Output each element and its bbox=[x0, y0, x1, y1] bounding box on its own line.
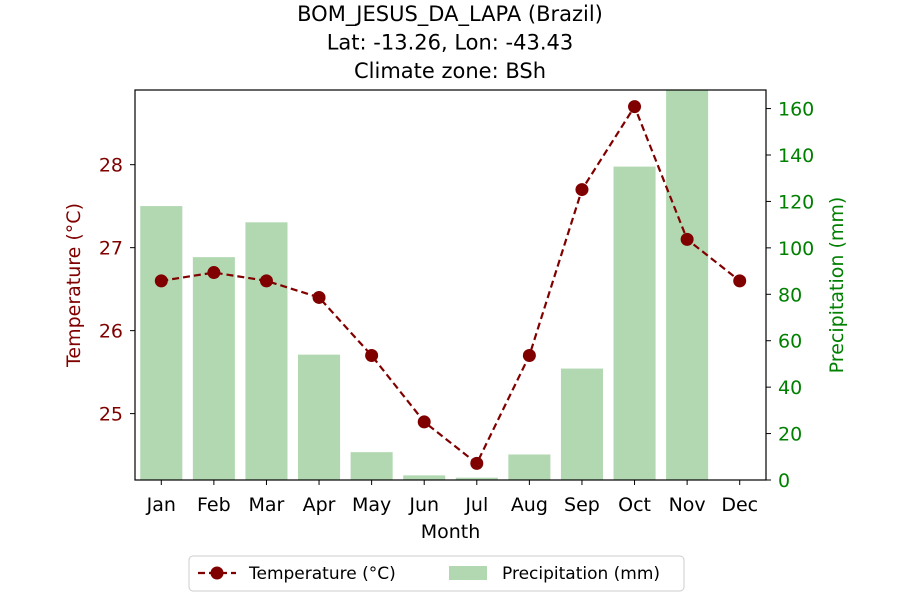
legend-precipitation-swatch bbox=[449, 566, 487, 580]
precip-bar-may bbox=[350, 452, 393, 480]
precip-bar-apr bbox=[298, 354, 341, 480]
x-tick-label-mar: Mar bbox=[249, 494, 285, 516]
left-tick-label-26: 26 bbox=[99, 321, 123, 343]
right-tick-label-100: 100 bbox=[778, 238, 814, 260]
x-axis-label: Month bbox=[421, 521, 481, 543]
temp-point-nov bbox=[680, 232, 694, 246]
precip-bar-jun bbox=[403, 475, 446, 480]
precip-bar-oct bbox=[613, 166, 656, 480]
temp-point-dec bbox=[733, 274, 747, 288]
left-tick-label-28: 28 bbox=[99, 155, 123, 177]
right-axis-label: Precipitation (mm) bbox=[826, 197, 848, 374]
temp-point-oct bbox=[628, 100, 642, 114]
right-tick-label-80: 80 bbox=[778, 284, 802, 306]
legend-temperature-marker bbox=[210, 566, 224, 580]
x-tick-label-jun: Jun bbox=[408, 494, 439, 516]
left-tick-label-27: 27 bbox=[99, 238, 123, 260]
precip-bar-mar bbox=[245, 222, 288, 481]
x-tick-label-dec: Dec bbox=[721, 494, 758, 516]
temp-point-apr bbox=[312, 290, 326, 304]
temp-point-jul bbox=[470, 456, 484, 470]
title-line-1: BOM_JESUS_DA_LAPA (Brazil) bbox=[297, 2, 603, 27]
right-tick-label-60: 60 bbox=[778, 331, 802, 353]
x-tick-label-may: May bbox=[352, 494, 391, 516]
x-tick-label-oct: Oct bbox=[618, 494, 651, 516]
legend-precipitation-label: Precipitation (mm) bbox=[502, 564, 660, 584]
x-tick-label-apr: Apr bbox=[303, 494, 336, 516]
x-tick-label-sep: Sep bbox=[564, 494, 600, 516]
right-tick-label-0: 0 bbox=[778, 470, 790, 492]
x-tick-label-aug: Aug bbox=[511, 494, 548, 516]
left-tick-label-25: 25 bbox=[99, 404, 123, 426]
x-tick-label-jan: Jan bbox=[146, 494, 176, 516]
right-tick-label-120: 120 bbox=[778, 191, 814, 213]
temperature-line bbox=[154, 100, 747, 470]
temperature-series-line bbox=[161, 104, 741, 466]
legend-box bbox=[188, 555, 685, 592]
precip-bar-jan bbox=[140, 206, 183, 481]
x-tick-label-nov: Nov bbox=[669, 494, 706, 516]
precipitation-bars bbox=[140, 90, 709, 481]
temp-point-jan bbox=[154, 274, 168, 288]
precip-bar-jul bbox=[455, 477, 498, 480]
x-tick-label-feb: Feb bbox=[197, 494, 231, 516]
right-tick-label-20: 20 bbox=[778, 424, 802, 446]
precip-bar-nov bbox=[666, 90, 709, 480]
title-line-3: Climate zone: BSh bbox=[354, 59, 546, 83]
x-tick-label-jul: Jul bbox=[464, 494, 488, 516]
precip-bar-feb bbox=[192, 257, 235, 480]
precip-bar-sep bbox=[560, 368, 603, 480]
precip-bar-aug bbox=[508, 454, 551, 480]
temp-point-jun bbox=[417, 415, 431, 429]
left-y-axis: 25 26 27 28 Temperature (°C) bbox=[63, 155, 135, 426]
left-axis-label: Temperature (°C) bbox=[63, 203, 85, 368]
temp-point-sep bbox=[575, 183, 589, 197]
legend-temperature-label: Temperature (°C) bbox=[248, 564, 396, 584]
right-y-axis: 0 20 40 60 80 100 120 140 160 Precipitation (mm) bbox=[766, 99, 848, 492]
temp-point-may bbox=[365, 349, 379, 363]
right-tick-label-140: 140 bbox=[778, 145, 814, 167]
chart-title: BOM_JESUS_DA_LAPA (Brazil) Lat: -13.26, L… bbox=[297, 2, 603, 83]
x-axis: Jan Feb Mar Apr May Jun Jul Aug Sep Oct Nov Dec Mont… bbox=[146, 480, 758, 543]
temp-point-mar bbox=[259, 274, 273, 288]
legend: Temperature (°C) Precipitation (mm) bbox=[188, 555, 685, 592]
right-tick-label-160: 160 bbox=[778, 99, 814, 121]
temp-point-feb bbox=[207, 266, 221, 280]
title-line-2: Lat: -13.26, Lon: -43.43 bbox=[327, 31, 574, 55]
temp-point-aug bbox=[522, 349, 536, 363]
right-tick-label-40: 40 bbox=[778, 377, 802, 399]
plot-frame bbox=[134, 89, 767, 481]
